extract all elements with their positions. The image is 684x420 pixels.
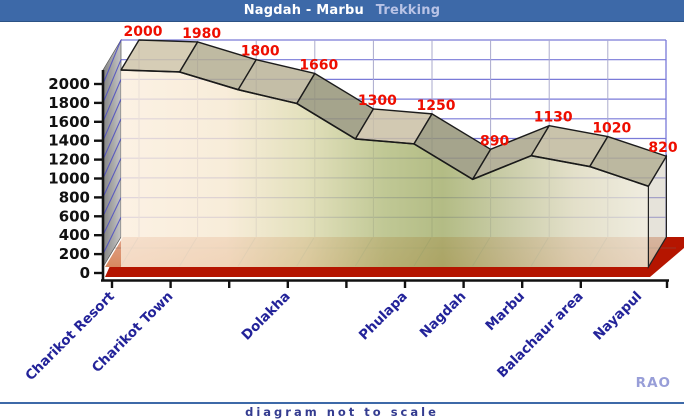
value-label: 1130 bbox=[534, 110, 573, 126]
value-label: 1020 bbox=[592, 121, 631, 137]
wall-gridline bbox=[102, 59, 122, 104]
elevation-line bbox=[120, 69, 649, 187]
wall-gridline bbox=[102, 98, 122, 141]
wall-gridline bbox=[102, 79, 122, 123]
value-label: 1980 bbox=[182, 26, 221, 42]
page-title: Nagdah - Marbu bbox=[243, 3, 364, 18]
wall-gridline bbox=[102, 138, 122, 179]
y-axis-label: 400 bbox=[59, 226, 90, 244]
y-axis-label: 1400 bbox=[48, 132, 90, 150]
y-axis-label: 1200 bbox=[48, 151, 90, 169]
wall-gridline bbox=[102, 157, 122, 198]
area-front-face bbox=[121, 70, 649, 267]
value-label: 820 bbox=[648, 140, 677, 156]
wall-gridline bbox=[102, 177, 122, 217]
value-label: 1300 bbox=[358, 93, 397, 109]
credit-text: RAO bbox=[635, 375, 671, 391]
wall-gridline bbox=[102, 217, 122, 255]
x-axis-label: Marbu bbox=[482, 289, 528, 335]
y-axis-label: 1600 bbox=[48, 113, 90, 131]
y-axis-label: 1000 bbox=[48, 170, 90, 188]
value-label: 1250 bbox=[417, 98, 456, 114]
x-axis-label: Nagdah bbox=[417, 289, 470, 342]
wall-gridline bbox=[102, 39, 122, 85]
y-axis-label: 0 bbox=[80, 264, 90, 282]
value-label: 2000 bbox=[124, 24, 163, 40]
title-bar: Nagdah - Marbu Trekking bbox=[0, 0, 684, 22]
footer-divider bbox=[0, 402, 684, 404]
page-title-accent: Trekking bbox=[375, 3, 441, 18]
value-label: 890 bbox=[480, 133, 509, 149]
x-axis-label: Phulapa bbox=[356, 289, 411, 344]
x-axis-label: Dolakha bbox=[239, 289, 294, 344]
y-axis-label: 1800 bbox=[48, 94, 90, 112]
y-axis-label: 800 bbox=[59, 188, 90, 206]
y-axis-label: 200 bbox=[59, 245, 90, 263]
value-label: 1800 bbox=[241, 44, 280, 60]
x-axis-label: Nayapul bbox=[590, 289, 645, 344]
y-axis-label: 600 bbox=[59, 207, 90, 225]
wall-gridline bbox=[102, 197, 122, 236]
wall-gridline bbox=[102, 118, 122, 160]
footer-note: diagram not to scale bbox=[245, 405, 439, 419]
value-label: 1660 bbox=[299, 57, 338, 73]
y-axis-label: 2000 bbox=[48, 75, 90, 93]
